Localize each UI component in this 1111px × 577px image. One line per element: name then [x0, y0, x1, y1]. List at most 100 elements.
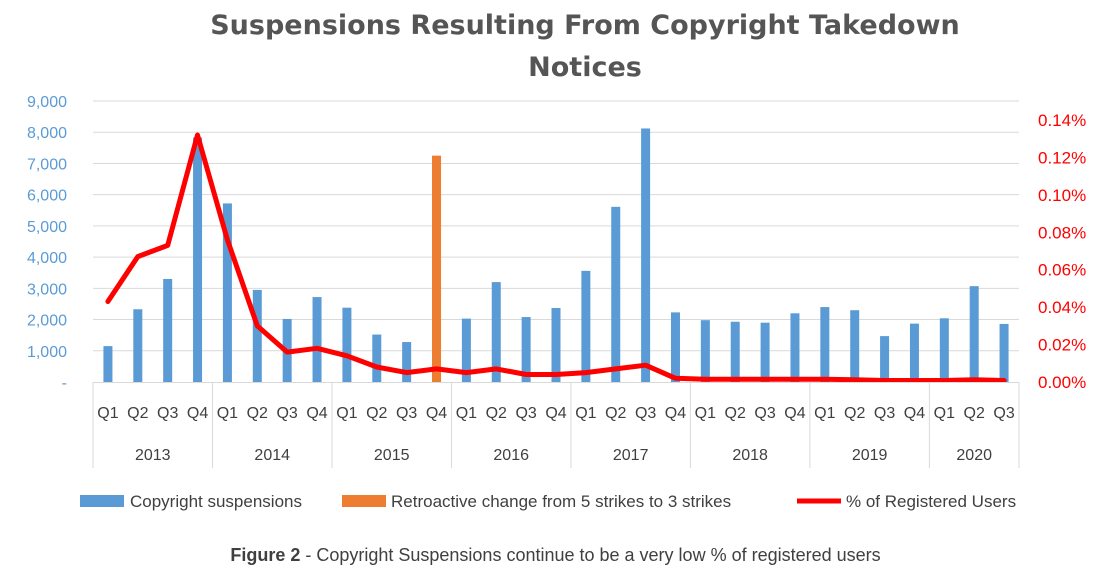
bar-suspensions — [969, 286, 979, 382]
quarter-label: Q3 — [993, 405, 1014, 422]
right-tick-label: 0.12% — [1038, 148, 1086, 167]
bar-suspensions — [939, 318, 949, 382]
bar-suspensions — [222, 203, 232, 382]
quarter-label: Q4 — [545, 405, 566, 422]
right-tick-label: 0.00% — [1038, 373, 1086, 392]
bar-suspensions — [163, 278, 173, 382]
bar-suspensions — [999, 323, 1009, 382]
quarter-label: Q4 — [784, 405, 805, 422]
year-label: 2016 — [493, 447, 529, 464]
year-label: 2019 — [852, 447, 888, 464]
quarter-label: Q2 — [486, 405, 507, 422]
bar-suspensions — [402, 342, 412, 382]
gridlines — [93, 100, 1019, 352]
left-tick-label: 9,000 — [27, 94, 67, 111]
year-label: 2013 — [135, 447, 171, 464]
bar-suspensions — [133, 309, 143, 382]
quarter-label: Q4 — [306, 405, 327, 422]
bar-suspensions — [581, 270, 591, 382]
bar-suspensions — [730, 321, 740, 382]
chart: Suspensions Resulting From Copyright Tak… — [27, 10, 1086, 511]
left-tick-label: 6,000 — [27, 188, 67, 205]
left-axis-ticks: - 1,000 2,000 3,000 4,000 5,000 6,000 7,000 8,00… — [27, 94, 67, 392]
quarter-label: Q2 — [844, 405, 865, 422]
year-label: 2014 — [254, 447, 290, 464]
left-tick-label: 5,000 — [27, 219, 67, 236]
chart-title-line-2: Notices — [528, 52, 642, 83]
quarter-label: Q2 — [605, 405, 626, 422]
quarter-label: Q1 — [814, 405, 835, 422]
quarter-label: Q1 — [695, 405, 716, 422]
left-tick-label: 8,000 — [27, 125, 67, 142]
left-tick-label: 4,000 — [27, 250, 67, 267]
chart-title-line-1: Suspensions Resulting From Copyright Tak… — [210, 10, 960, 41]
quarter-label: Q4 — [665, 405, 686, 422]
bar-suspensions — [193, 137, 203, 382]
figure-caption: Figure 2 - Copyright Suspensions continu… — [0, 545, 1111, 566]
quarter-label: Q3 — [276, 405, 297, 422]
right-tick-label: 0.04% — [1038, 298, 1086, 317]
bar-suspensions — [760, 322, 770, 382]
bars — [103, 128, 1009, 382]
year-label: 2015 — [374, 447, 410, 464]
year-label: 2017 — [613, 447, 649, 464]
quarter-label: Q3 — [157, 405, 178, 422]
quarter-label: Q2 — [725, 405, 746, 422]
quarter-label: Q3 — [635, 405, 656, 422]
bar-suspensions — [521, 317, 531, 382]
bar-suspensions — [103, 346, 113, 382]
bar-suspensions — [252, 289, 262, 382]
legend-label-percent: % of Registered Users — [846, 492, 1016, 511]
bar-suspensions — [551, 308, 561, 382]
figure-caption-text: - Copyright Suspensions continue to be a… — [300, 545, 881, 565]
bar-suspensions — [850, 310, 860, 382]
quarter-label: Q1 — [934, 405, 955, 422]
bar-suspensions — [641, 128, 651, 382]
legend: Copyright suspensions Retroactive change… — [80, 492, 1016, 511]
bar-suspensions — [611, 206, 621, 382]
bar-suspensions — [372, 334, 382, 382]
quarter-label: Q4 — [904, 405, 925, 422]
bar-suspensions — [491, 282, 501, 382]
bar-retroactive — [432, 155, 442, 382]
percent-line-layer — [105, 132, 1007, 383]
quarter-label: Q3 — [396, 405, 417, 422]
bar-suspensions — [700, 320, 710, 382]
bar-suspensions — [909, 323, 919, 382]
left-tick-label: 7,000 — [27, 156, 67, 173]
bar-suspensions — [312, 297, 322, 382]
left-tick-label: 1,000 — [27, 344, 67, 361]
quarter-label: Q4 — [426, 405, 447, 422]
bar-suspensions — [790, 313, 800, 382]
bar-suspensions — [820, 307, 830, 382]
quarter-label: Q3 — [874, 405, 895, 422]
right-tick-label: 0.02% — [1038, 336, 1086, 355]
quarter-label: Q3 — [515, 405, 536, 422]
quarter-label: Q2 — [366, 405, 387, 422]
right-axis-ticks: 0.00% 0.02% 0.04% 0.06% 0.08% 0.10% 0.12% 0.14% — [1038, 111, 1086, 392]
bar-suspensions — [880, 336, 890, 382]
quarter-label: Q1 — [97, 405, 118, 422]
legend-swatch-retroactive — [342, 495, 386, 507]
bar-suspensions — [342, 307, 352, 382]
year-label: 2018 — [732, 447, 768, 464]
quarter-label: Q2 — [964, 405, 985, 422]
percent-line — [105, 132, 1007, 383]
left-tick-label: - — [62, 375, 67, 392]
right-tick-label: 0.10% — [1038, 186, 1086, 205]
quarter-label: Q1 — [217, 405, 238, 422]
left-tick-label: 3,000 — [27, 281, 67, 298]
x-axis: Q1 Q2 Q3 Q4 2013 Q1 Q2 Q3 Q4 2014 Q1 Q2 Q3 Q4 2015 Q1 Q2… — [92, 382, 1020, 468]
right-tick-label: 0.06% — [1038, 261, 1086, 280]
right-tick-label: 0.08% — [1038, 223, 1086, 242]
left-tick-label: 2,000 — [27, 313, 67, 330]
quarter-label: Q2 — [127, 405, 148, 422]
legend-label-retroactive: Retroactive change from 5 strikes to 3 s… — [391, 492, 731, 511]
quarter-label: Q3 — [754, 405, 775, 422]
quarter-label: Q1 — [456, 405, 477, 422]
quarter-label: Q1 — [336, 405, 357, 422]
bar-suspensions — [670, 312, 680, 382]
legend-swatch-suspensions — [80, 495, 124, 507]
figure-caption-label: Figure 2 — [230, 545, 301, 565]
legend-label-suspensions: Copyright suspensions — [130, 492, 302, 511]
